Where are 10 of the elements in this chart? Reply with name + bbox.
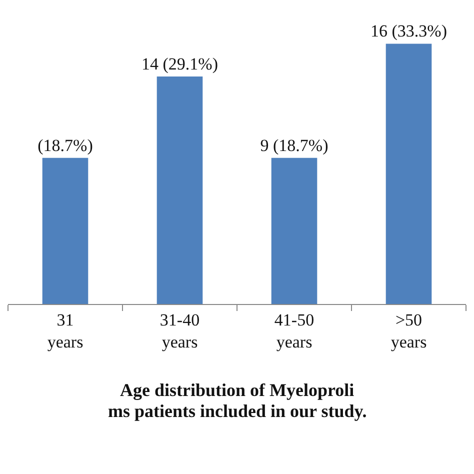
data-label: 16 (33.3%) [370, 22, 447, 41]
x-tick-label: >50 years [390, 310, 427, 352]
x-tick-label: 31 years [47, 310, 84, 352]
x-tick-label: 31-40 years [160, 310, 200, 352]
data-label: 9 (18.7%) [260, 136, 328, 155]
text: Age distribution of Myeloproli [120, 380, 354, 400]
data-label: (18.7%) [38, 136, 93, 155]
data-label: 14 (29.1%) [142, 54, 218, 74]
text: ms patients included in our study. [108, 401, 367, 421]
x-tick-label: 41-50 years [274, 310, 314, 352]
